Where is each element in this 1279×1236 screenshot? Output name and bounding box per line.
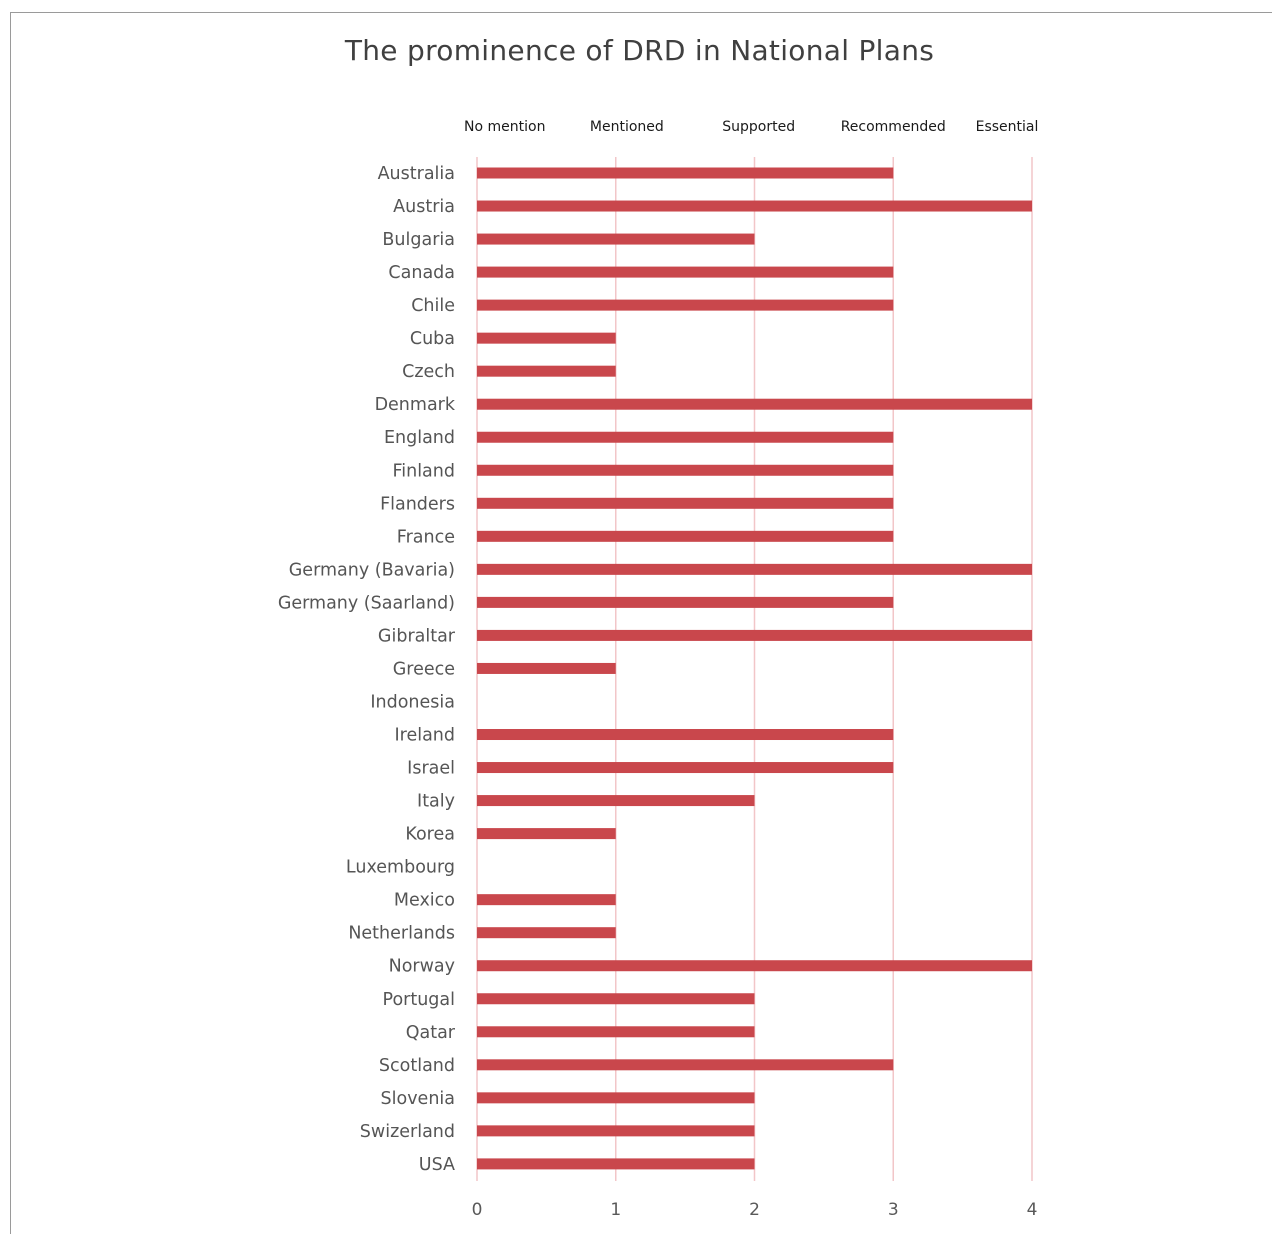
category-label: Mexico <box>394 891 455 911</box>
bar <box>477 629 1032 641</box>
bar <box>477 795 755 807</box>
category-label: Norway <box>389 957 455 977</box>
bar <box>477 1158 755 1170</box>
bar <box>477 167 894 179</box>
category-label: Scotland <box>379 1056 455 1076</box>
bar <box>477 927 616 939</box>
category-label: Luxembourg <box>346 858 455 878</box>
chart-title: The prominence of DRD in National Plans <box>344 34 935 67</box>
x-tick-label: 3 <box>888 1200 899 1220</box>
category-label: Denmark <box>375 395 456 415</box>
category-label: Slovenia <box>381 1089 455 1109</box>
category-label: Portugal <box>383 990 455 1010</box>
bar <box>477 464 894 476</box>
x-tick-label: 0 <box>472 1200 483 1220</box>
x-tick-label: 1 <box>610 1200 621 1220</box>
bar <box>477 563 1032 575</box>
category-label: Greece <box>393 659 455 679</box>
bar <box>477 497 894 509</box>
category-label: France <box>397 527 455 547</box>
bar <box>477 266 894 278</box>
x-tick-label: 2 <box>749 1200 760 1220</box>
category-label: Finland <box>392 461 455 481</box>
bar <box>477 762 894 774</box>
bar <box>477 1026 755 1038</box>
bar <box>477 530 894 542</box>
category-label: Canada <box>388 263 455 283</box>
category-label: Gibraltar <box>378 626 456 646</box>
bar <box>477 960 1032 972</box>
bar <box>477 828 616 840</box>
bar <box>477 431 894 443</box>
category-label: Israel <box>407 759 455 779</box>
category-label: Czech <box>402 362 455 382</box>
category-label: Cuba <box>410 329 455 349</box>
level-label: Essential <box>976 119 1039 135</box>
level-label: Recommended <box>841 119 946 135</box>
bar <box>477 729 894 741</box>
category-label: Bulgaria <box>382 230 455 250</box>
x-tick-label: 4 <box>1027 1200 1038 1220</box>
bar <box>477 365 616 377</box>
chart-frame <box>10 12 1272 1234</box>
category-label: Swizerland <box>360 1122 455 1142</box>
category-label: Australia <box>378 164 455 184</box>
bar <box>477 233 755 245</box>
category-label: Chile <box>411 296 455 316</box>
category-label: Qatar <box>406 1023 456 1043</box>
category-label: Indonesia <box>370 692 455 712</box>
category-label: Germany (Saarland) <box>278 593 455 613</box>
level-label: No mention <box>464 119 545 135</box>
bar <box>477 596 894 608</box>
category-label: England <box>384 428 455 448</box>
bar <box>477 398 1032 410</box>
category-label: Ireland <box>394 726 455 746</box>
category-label: Austria <box>393 197 455 217</box>
category-label: Germany (Bavaria) <box>289 560 455 580</box>
level-label: Supported <box>722 119 795 135</box>
bar <box>477 299 894 311</box>
bar <box>477 332 616 344</box>
category-label: Italy <box>417 792 455 812</box>
bar <box>477 200 1032 212</box>
level-label: Mentioned <box>590 119 664 135</box>
category-label: Flanders <box>380 494 455 514</box>
category-label: Korea <box>405 825 455 845</box>
category-label: USA <box>419 1155 455 1175</box>
category-label: Netherlands <box>348 924 455 944</box>
bar <box>477 1125 755 1137</box>
bar <box>477 1059 894 1071</box>
bar <box>477 662 616 674</box>
bar <box>477 1092 755 1104</box>
bar <box>477 894 616 906</box>
bar <box>477 993 755 1005</box>
